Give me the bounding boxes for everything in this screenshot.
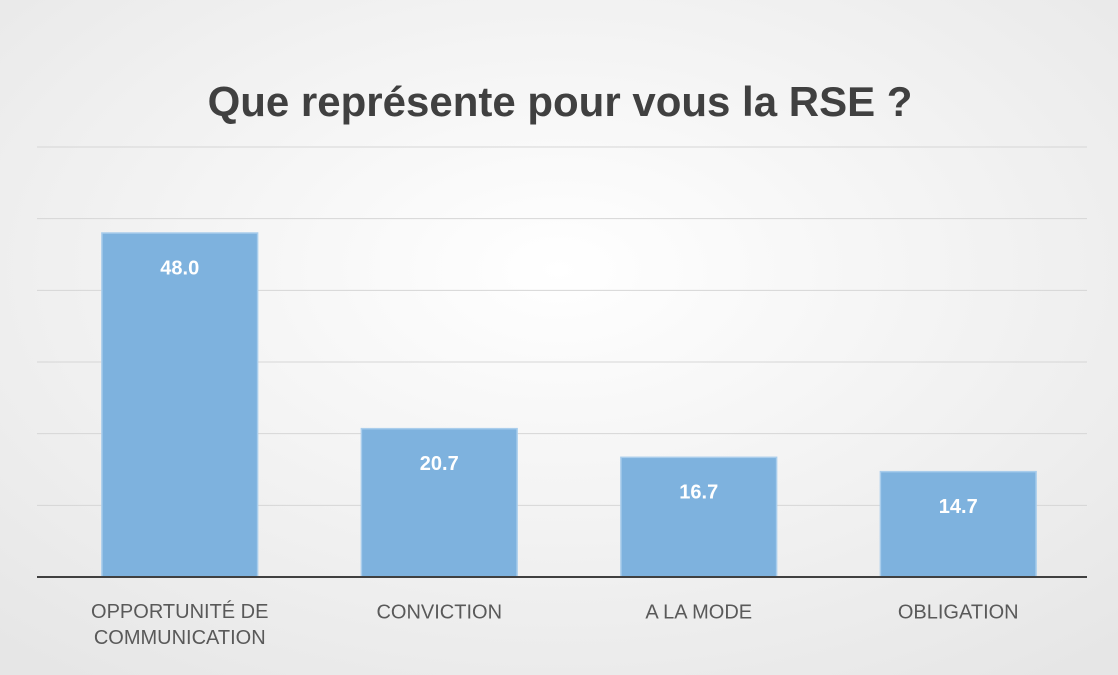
x-tick-label: CONVICTION bbox=[376, 601, 502, 623]
data-label: 48.0 bbox=[160, 257, 199, 279]
bar bbox=[360, 427, 518, 578]
x-tick-label: OBLIGATION bbox=[898, 601, 1019, 623]
x-tick-label-line: COMMUNICATION bbox=[94, 627, 266, 649]
data-label: 16.7 bbox=[679, 482, 718, 504]
chart-title: Que représente pour vous la RSE ? bbox=[208, 78, 913, 125]
bar bbox=[879, 470, 1037, 578]
x-tick-label: OPPORTUNITÉ DE COMMUNICATION bbox=[91, 600, 268, 649]
data-label: 14.7 bbox=[939, 496, 978, 518]
x-tick-label-line: OPPORTUNITÉ DE bbox=[91, 600, 268, 623]
bar bbox=[620, 456, 778, 578]
x-tick-label: A LA MODE bbox=[645, 601, 752, 623]
bar bbox=[101, 232, 259, 578]
data-label: 20.7 bbox=[420, 453, 459, 475]
